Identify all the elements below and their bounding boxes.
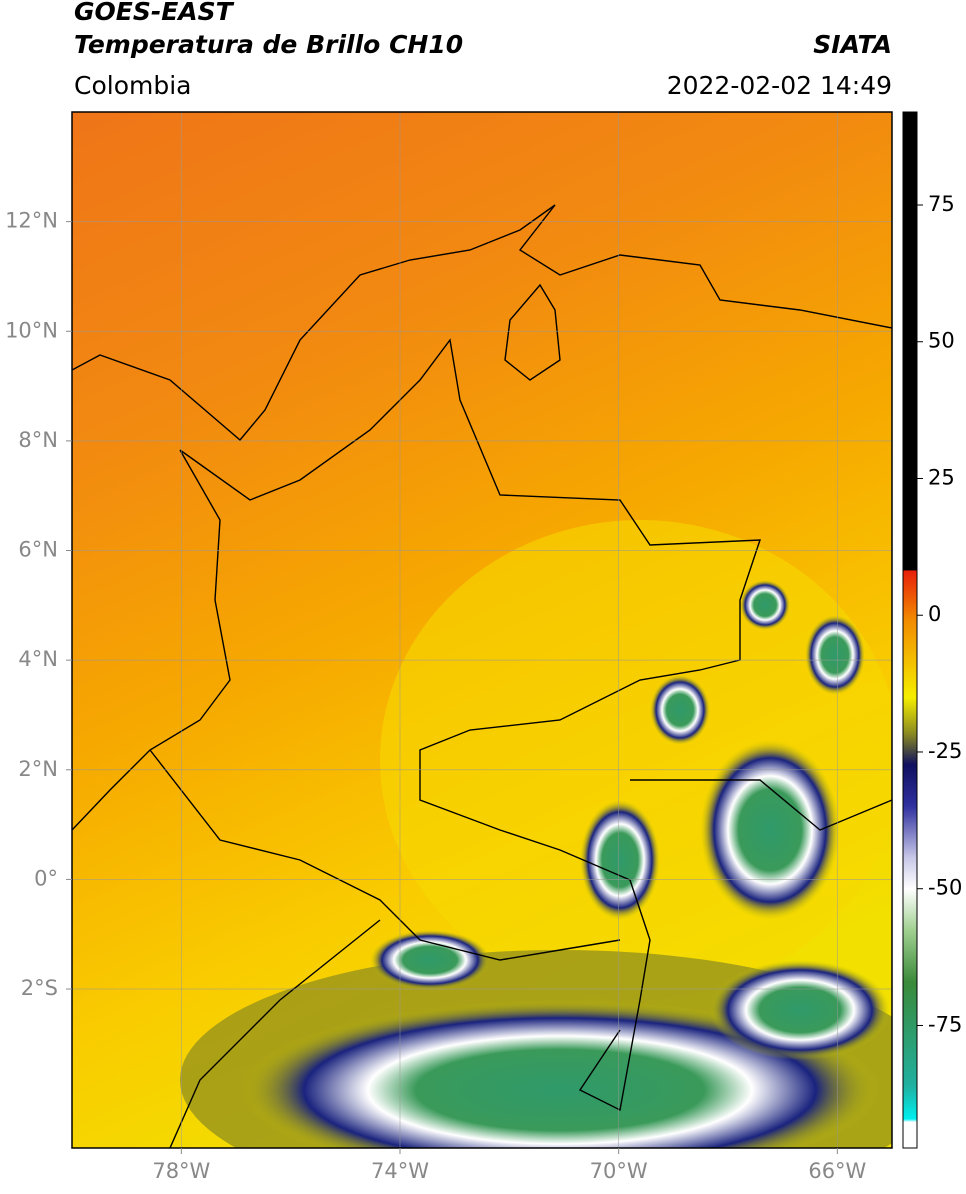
x-tick-label: 70°W — [590, 1159, 648, 1183]
colorbar-tick-label: -25 — [928, 739, 962, 763]
title: GOES-EAST — [74, 0, 235, 26]
y-tick-label: 8°N — [18, 428, 58, 452]
map-frame — [71, 111, 893, 1149]
colorbar-tick-label: 25 — [928, 465, 955, 489]
colorbar-tick-label: 0 — [928, 602, 941, 626]
subtitle: Temperatura de Brillo CH10 — [74, 30, 463, 59]
y-tick-label: 4°N — [18, 647, 58, 671]
map-image — [72, 112, 892, 1148]
x-tick-label: 74°W — [371, 1159, 429, 1183]
colorbar-tick-label: 50 — [928, 329, 955, 353]
y-tick-label: 2°S — [21, 976, 58, 1000]
region: Colombia — [74, 71, 191, 100]
y-tick-label: 6°N — [18, 538, 58, 562]
y-tick-label: 12°N — [5, 209, 58, 233]
y-tick-label: 10°N — [5, 318, 58, 342]
colorbar-tick-label: -75 — [928, 1012, 962, 1036]
x-tick-label: 66°W — [808, 1159, 866, 1183]
y-tick-label: 2°N — [18, 757, 58, 781]
colorbar-tick-label: 75 — [928, 192, 955, 216]
x-tick-label: 78°W — [152, 1159, 210, 1183]
datetime: 2022-02-02 14:49 — [667, 71, 892, 100]
colorbar-tick-label: -50 — [928, 876, 962, 900]
y-tick-label: 0° — [34, 866, 58, 890]
colorbar — [902, 111, 918, 1149]
source: SIATA — [813, 30, 892, 59]
